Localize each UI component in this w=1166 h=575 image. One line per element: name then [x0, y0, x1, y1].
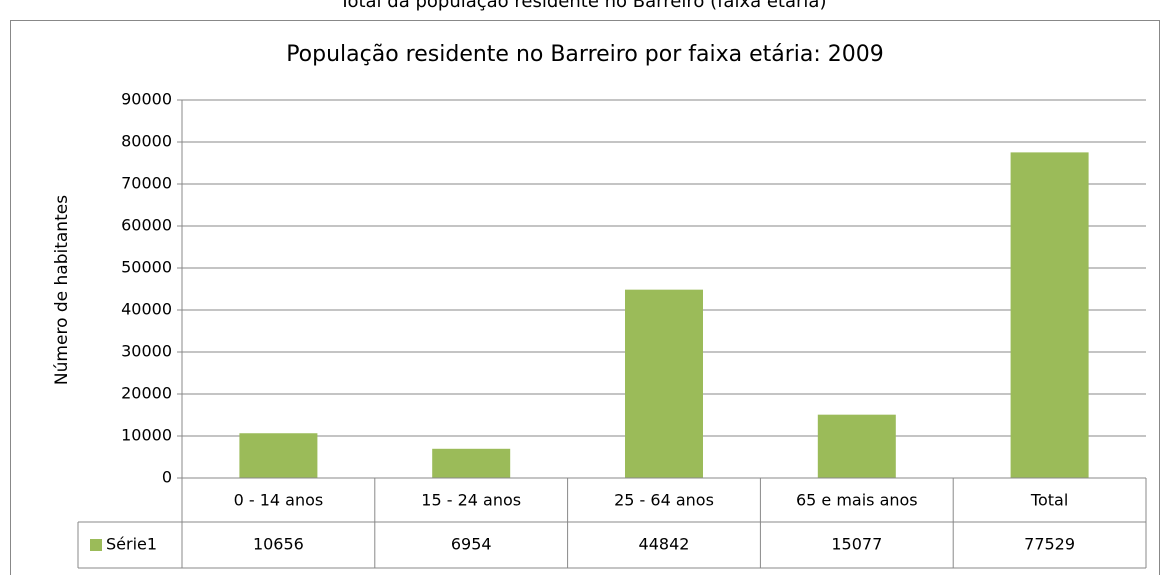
- y-tick-label: 30000: [121, 342, 172, 361]
- y-tick-label: 70000: [121, 174, 172, 193]
- x-tick-label: 65 e mais anos: [796, 491, 918, 510]
- bar: [1010, 152, 1089, 478]
- chart-border: [10, 20, 1160, 575]
- caption: Total da população residente no Barreiro…: [339, 0, 827, 12]
- legend-swatch: [90, 539, 102, 551]
- y-tick-label: 80000: [121, 132, 172, 151]
- table-value: 77529: [1024, 535, 1075, 554]
- y-tick-label: 50000: [121, 258, 172, 277]
- legend-label: Série1: [106, 535, 157, 554]
- table-value: 10656: [253, 535, 304, 554]
- bar: [625, 289, 703, 478]
- bar: [432, 448, 511, 478]
- table-value: 44842: [639, 535, 690, 554]
- x-tick-label: Total: [1030, 491, 1068, 510]
- y-tick-label: 0: [162, 468, 172, 487]
- y-tick-label: 40000: [121, 300, 172, 319]
- x-tick-label: 25 - 64 anos: [614, 491, 714, 510]
- table-value: 15077: [831, 535, 882, 554]
- bar: [239, 433, 318, 478]
- y-tick-label: 20000: [121, 384, 172, 403]
- x-tick-label: 0 - 14 anos: [234, 491, 324, 510]
- y-axis-label: Número de habitantes: [52, 195, 72, 385]
- chart-title: População residente no Barreiro por faix…: [286, 42, 884, 67]
- y-tick-label: 90000: [121, 90, 172, 109]
- y-tick-label: 60000: [121, 216, 172, 235]
- bar: [817, 414, 896, 478]
- table-value: 6954: [451, 535, 492, 554]
- y-tick-label: 10000: [121, 426, 172, 445]
- x-tick-label: 15 - 24 anos: [421, 491, 521, 510]
